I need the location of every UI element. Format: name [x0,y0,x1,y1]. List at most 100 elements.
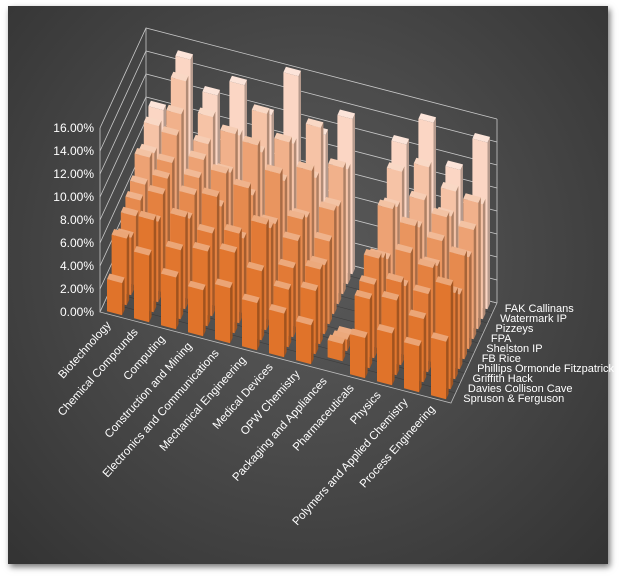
bar-top [404,336,422,347]
bar-top [354,289,373,300]
bar-top [413,284,431,295]
bar-side [243,232,247,314]
bar-top [427,231,445,242]
bar-side [396,294,400,376]
bar-side [270,222,274,321]
bar-side [423,313,427,383]
bar-top [435,276,454,286]
bar [404,336,422,393]
bar-side [401,276,404,366]
bar-side [473,224,477,340]
bar-top [350,328,368,338]
bar-side [180,244,184,320]
bar-side [469,251,472,350]
bar-side [342,338,346,362]
category-label: Pharmaceuticals [291,382,357,453]
bar-top [134,148,153,158]
bar-side [320,263,323,345]
bar-top [274,132,292,143]
bar-side [329,235,332,325]
bar-top [166,104,184,115]
bar-top [197,223,215,234]
bar-side [482,198,486,320]
bar-side [185,211,188,310]
bar-top [359,275,377,285]
bar-top [296,161,315,171]
bar-side [405,280,409,356]
bar-top [418,113,436,123]
series-label: FPA [491,333,512,345]
bar-side [352,113,355,275]
bar-front [404,342,420,393]
bar-top [161,268,179,278]
bar-top [138,210,157,221]
bar-top [445,160,463,170]
bar-side [216,191,220,307]
bar-side [347,334,350,352]
bar-top [273,280,292,290]
bar-top [408,309,427,319]
z-tick-label: 16.00% [53,121,94,135]
bar-top [472,133,490,143]
series-label: Pizzeys [496,323,534,335]
bar-top [309,255,328,266]
bar-top [282,231,301,241]
bar-top [283,66,301,77]
bar-side [343,162,346,295]
bar-side [464,250,467,360]
bar-top [111,229,130,239]
bar-top [323,197,342,207]
bar-front [431,337,447,400]
bar-top [431,207,450,218]
bar-top [233,178,251,189]
bar-top [386,272,404,283]
bar-side [459,288,463,370]
bar-front [242,299,258,351]
bar-top [395,243,413,254]
bar-side [288,284,292,348]
bar-top [400,216,418,226]
bar-front [161,273,177,330]
category-label: OPW Chemistry [239,368,303,437]
bar-side [450,280,454,390]
bar-top [170,71,189,82]
bar-top [107,273,125,284]
bar-front [269,309,285,358]
bar [242,293,260,351]
bar [161,268,179,330]
bar-side [478,197,481,330]
bar-top [287,210,305,220]
z-tick-label: 0.00% [60,305,94,319]
bar-top [242,293,260,304]
bar-top [139,143,157,154]
series-label: FB Rice [482,353,521,365]
bar-top [336,326,355,336]
bar-top [260,214,278,224]
bar [215,278,233,344]
bar [269,304,287,358]
z-tick-label: 12.00% [53,167,94,181]
bar-top [413,157,432,168]
bar-top [179,185,197,195]
bar-side [455,287,458,380]
bar-side [212,227,215,317]
bar-top [381,291,400,301]
bar-top [130,175,148,185]
bar-top [278,258,296,269]
bar-top [229,75,247,86]
bar-top [305,260,323,270]
z-tick-label: 4.00% [60,259,94,273]
series-label: Griffith Hack [473,373,534,385]
bar-side [153,214,157,313]
bar-top [449,246,467,256]
bar [188,280,206,337]
bar-side [266,218,269,331]
bar-top [337,109,355,119]
bar-top [328,158,346,168]
bar-top [265,164,283,174]
bar-top [327,334,346,344]
bar-side [446,336,449,400]
bar-top [188,280,206,291]
bar-side [428,288,431,373]
